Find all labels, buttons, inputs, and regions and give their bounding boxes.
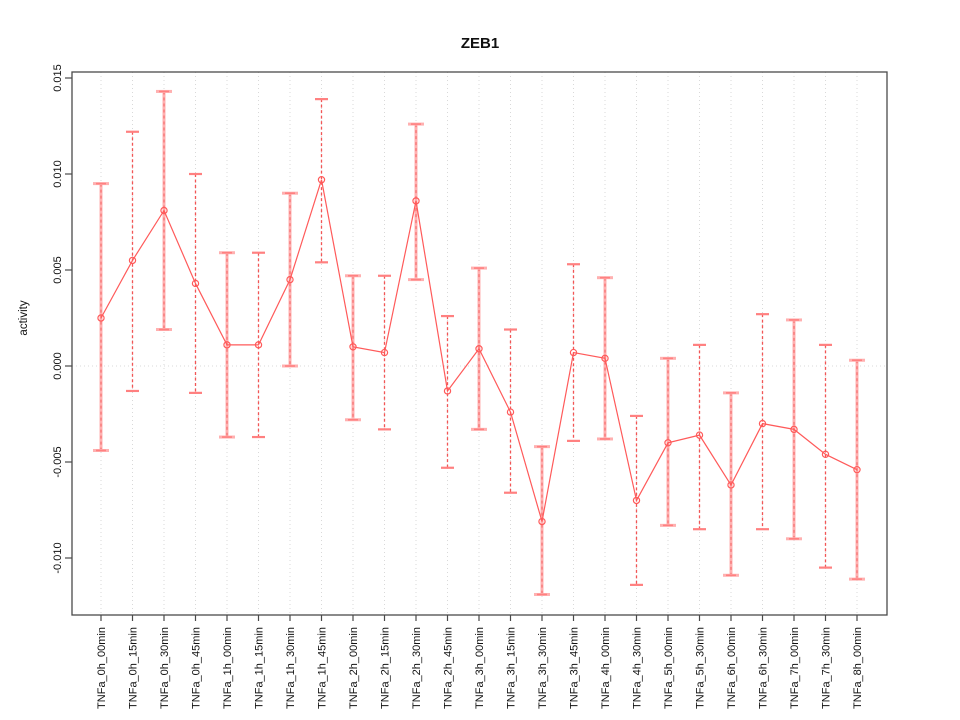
plot-border <box>71 71 888 616</box>
x-tick-label: TNFa_1h_00min <box>222 627 234 709</box>
data-point-marker <box>97 314 105 322</box>
x-tick-label: TNFa_0h_45min <box>190 627 202 709</box>
axis-layer: TNFa_0h_00min TNFa_0h_15min TNFa_0h_30min T… <box>52 64 864 709</box>
y-tick-label: 0.015 <box>52 64 64 92</box>
y-tick-label: -0.005 <box>52 446 64 477</box>
x-tick-label: TNFa_3h_00min <box>474 627 486 709</box>
data-series-layer <box>97 176 861 526</box>
data-point-marker <box>412 197 420 205</box>
data-point-marker <box>160 206 168 215</box>
x-tick-label: TNFa_0h_30min <box>159 627 171 709</box>
x-tick-label: TNFa_2h_45min <box>442 627 454 709</box>
series-line <box>100 179 858 522</box>
x-tick-label: TNFa_3h_15min <box>505 627 517 709</box>
y-tick-label: -0.010 <box>52 542 64 573</box>
x-tick-label: TNFa_3h_45min <box>568 627 580 709</box>
x-tick-label: TNFa_0h_15min <box>127 627 139 709</box>
data-point-marker <box>727 481 735 489</box>
data-point-marker <box>191 279 200 288</box>
x-tick-label: TNFa_5h_00min <box>663 627 675 709</box>
x-tick-label: TNFa_7h_00min <box>789 627 801 709</box>
x-tick-label: TNFa_1h_15min <box>253 627 265 709</box>
y-tick-label: 0.010 <box>52 160 64 188</box>
data-point-marker <box>223 341 231 349</box>
x-tick-label: TNFa_2h_00min <box>348 627 360 709</box>
data-point-marker <box>506 408 515 416</box>
x-tick-label: TNFa_4h_30min <box>631 627 643 709</box>
data-point-marker <box>821 450 830 459</box>
data-point-marker <box>286 275 294 284</box>
data-point-marker <box>443 387 452 395</box>
data-point-marker <box>790 425 798 434</box>
x-tick-label: TNFa_6h_00min <box>726 627 738 709</box>
data-point-marker <box>317 176 326 184</box>
data-point-marker <box>853 465 861 474</box>
x-tick-label: TNFa_5h_30min <box>694 627 706 709</box>
x-tick-label: TNFa_4h_00min <box>600 627 612 709</box>
error-bar-layer <box>93 89 865 596</box>
data-point-marker <box>128 256 137 265</box>
x-tick-label: TNFa_3h_30min <box>537 627 549 709</box>
data-point-marker <box>695 431 704 439</box>
x-tick-label: TNFa_1h_45min <box>316 627 328 709</box>
data-point-marker <box>632 496 641 505</box>
data-point-marker <box>569 348 578 357</box>
x-tick-label: TNFa_1h_30min <box>285 627 297 709</box>
x-tick-label: TNFa_6h_30min <box>757 627 769 709</box>
data-point-marker <box>254 341 263 349</box>
y-tick-label: 0.000 <box>52 352 64 380</box>
data-point-marker <box>538 517 546 526</box>
data-point-marker <box>349 343 357 351</box>
x-tick-label: TNFa_8h_00min <box>852 627 864 709</box>
data-point-marker <box>475 345 483 353</box>
data-point-marker <box>664 439 672 447</box>
x-tick-label: TNFa_7h_30min <box>820 627 832 709</box>
y-axis-title: activity <box>18 300 30 335</box>
data-point-marker <box>758 419 767 428</box>
data-point-marker <box>601 354 609 363</box>
x-tick-label: TNFa_0h_00min <box>96 627 108 709</box>
y-tick-label: 0.005 <box>52 256 64 284</box>
x-tick-label: TNFa_2h_15min <box>379 627 391 709</box>
x-tick-label: TNFa_2h_30min <box>411 627 423 709</box>
data-point-marker <box>380 348 389 357</box>
chart-title: ZEB1 <box>461 35 499 52</box>
